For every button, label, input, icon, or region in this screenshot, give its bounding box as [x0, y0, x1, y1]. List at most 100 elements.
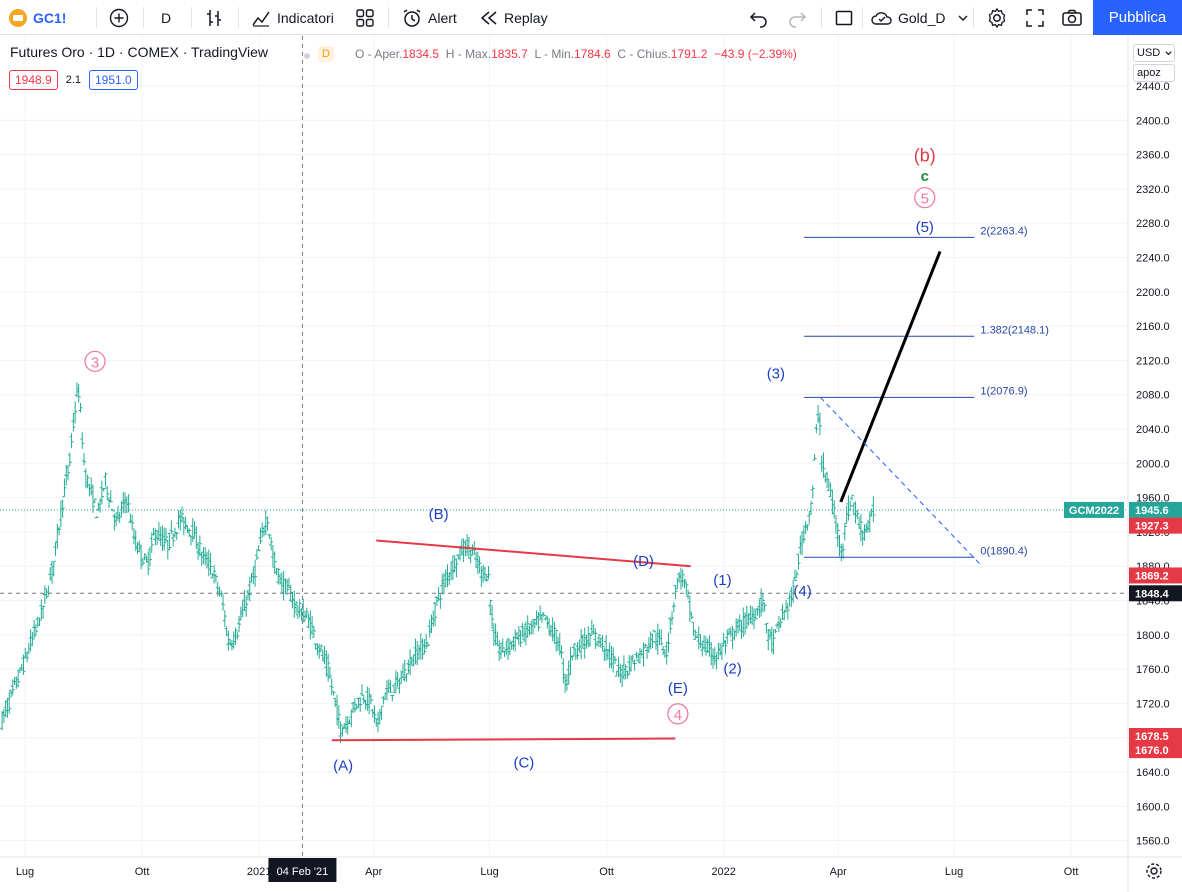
- fib-level-label: 0(1890.4): [980, 545, 1027, 557]
- change-value: −43.9 (−2.39%): [714, 47, 797, 61]
- ohlc-bar: [801, 525, 806, 544]
- wave-label: (D): [633, 553, 654, 570]
- ohlc-bar: [101, 487, 106, 492]
- ohlc-bar: [817, 412, 822, 436]
- ask-button[interactable]: 1951.0: [89, 70, 138, 90]
- wave-circle: [914, 186, 936, 209]
- open-value: 1834.5: [402, 47, 440, 61]
- ohlc-bar: [169, 520, 174, 535]
- ohlc-bar: [71, 413, 76, 432]
- ohlc-bar: [32, 619, 37, 639]
- ohlc-bar: [80, 432, 85, 449]
- bid-button[interactable]: 1948.9: [9, 70, 58, 90]
- fullscreen-button[interactable]: [1025, 0, 1045, 35]
- undo-icon: [749, 11, 767, 28]
- layout-selector[interactable]: Gold_D: [870, 0, 969, 35]
- ohlc-bar: [327, 666, 332, 680]
- snapshot-button[interactable]: [1061, 0, 1083, 35]
- settings-button[interactable]: [986, 0, 1008, 35]
- ohlc-bar: [244, 595, 249, 617]
- unit-selector[interactable]: apoz: [1133, 64, 1175, 82]
- fullscreen-select-button[interactable]: [834, 0, 854, 35]
- y-tick-label: 1600.0: [1136, 801, 1170, 813]
- ohlc-bar: [554, 629, 559, 652]
- layout-name: Gold_D: [898, 9, 946, 26]
- ohlc-bar: [213, 573, 218, 583]
- y-tick-label: 1720.0: [1136, 698, 1170, 710]
- ohlc-bar: [796, 553, 801, 570]
- redo-icon: [789, 11, 807, 28]
- ohlc-bar: [73, 401, 78, 424]
- ohlc-bar: [294, 601, 299, 614]
- ohlc-bar: [105, 485, 110, 501]
- alarm-clock-icon: [403, 8, 421, 27]
- ohlc-bar: [62, 478, 67, 497]
- redo-button[interactable]: [787, 0, 807, 35]
- y-tick-label: 2320.0: [1136, 184, 1170, 196]
- delayed-badge[interactable]: D: [318, 46, 334, 62]
- price-axis: 1560.01600.01640.01680.01720.01760.01800…: [1127, 36, 1170, 892]
- alert-button[interactable]: Alert: [401, 0, 457, 35]
- y-tick-label: 2040.0: [1136, 424, 1170, 436]
- chart-legend-title[interactable]: Futures Oro · 1D · COMEX · TradingView: [10, 44, 269, 60]
- ohlc-values: O - Aper.1834.5 H - Max.1835.7 L - Min.1…: [355, 47, 797, 61]
- undo-button[interactable]: [749, 0, 769, 35]
- ohlc-bar: [94, 516, 99, 519]
- spread-value: 2.1: [65, 74, 81, 86]
- compare-symbol-button[interactable]: [109, 0, 129, 35]
- instrument-tag: [1064, 501, 1124, 518]
- wave-label: (2): [723, 660, 741, 677]
- ohlc-bar: [792, 569, 797, 581]
- y-tick-label: 1800.0: [1136, 630, 1170, 642]
- symbol-selector[interactable]: GC1!: [9, 0, 66, 35]
- x-tick-label: Lug: [945, 866, 963, 878]
- ohlc-bar: [297, 598, 302, 618]
- ohlc-bar: [140, 559, 145, 566]
- crosshair-date-label: 04 Feb '21: [277, 866, 329, 878]
- ohlc-bar: [92, 498, 97, 504]
- ohlc-bar: [237, 615, 242, 633]
- alert-label: Alert: [428, 9, 457, 26]
- ohlc-bar: [67, 452, 72, 467]
- templates-button[interactable]: [355, 0, 375, 35]
- crosshair-date-bg: [268, 858, 337, 882]
- trendline-blue-dashed: [820, 397, 983, 567]
- wave-circle: [84, 350, 106, 373]
- ohlc-bar: [110, 508, 115, 512]
- ohlc-bar: [810, 485, 815, 499]
- high-value: 1835.7: [491, 47, 528, 61]
- indicators-button[interactable]: Indicatori: [251, 0, 334, 35]
- ohlc-bar: [659, 629, 664, 646]
- ohlc-bar: [484, 574, 489, 582]
- ohlc-bar: [372, 705, 377, 723]
- ohlc-bar: [737, 614, 742, 631]
- wave-label: (B): [429, 506, 449, 523]
- ohlc-bar: [108, 490, 113, 503]
- currency-selector[interactable]: USD: [1133, 44, 1175, 62]
- ohlc-bar: [82, 453, 87, 466]
- ohlc-bar: [130, 514, 135, 531]
- fullscreen-icon: [1026, 8, 1044, 27]
- ohlc-bar: [682, 579, 687, 589]
- ohlc-bar: [420, 638, 425, 660]
- ohlc-bar: [153, 528, 158, 546]
- ohlc-bar: [652, 630, 657, 633]
- replay-button[interactable]: Replay: [480, 0, 548, 35]
- axis-settings-gear-icon[interactable]: [1146, 863, 1162, 879]
- ohlc-bar: [760, 592, 765, 613]
- publish-button[interactable]: Pubblica: [1093, 0, 1182, 35]
- wave-circle: [667, 703, 689, 725]
- high-label: H - Max.: [445, 47, 492, 61]
- x-tick-label: 2021: [247, 866, 271, 878]
- interval-button[interactable]: D: [161, 0, 171, 35]
- ohlc-bar: [841, 543, 846, 559]
- rewind-icon: [480, 10, 497, 25]
- chart-type-button[interactable]: [204, 0, 224, 35]
- camera-icon: [1062, 9, 1082, 26]
- ohlc-bar: [778, 618, 783, 628]
- price-axis-tag-value: 1848.4: [1135, 588, 1170, 600]
- ohlc-bar: [680, 569, 685, 587]
- ohlc-bar: [69, 433, 74, 449]
- trendlines: [331, 250, 983, 742]
